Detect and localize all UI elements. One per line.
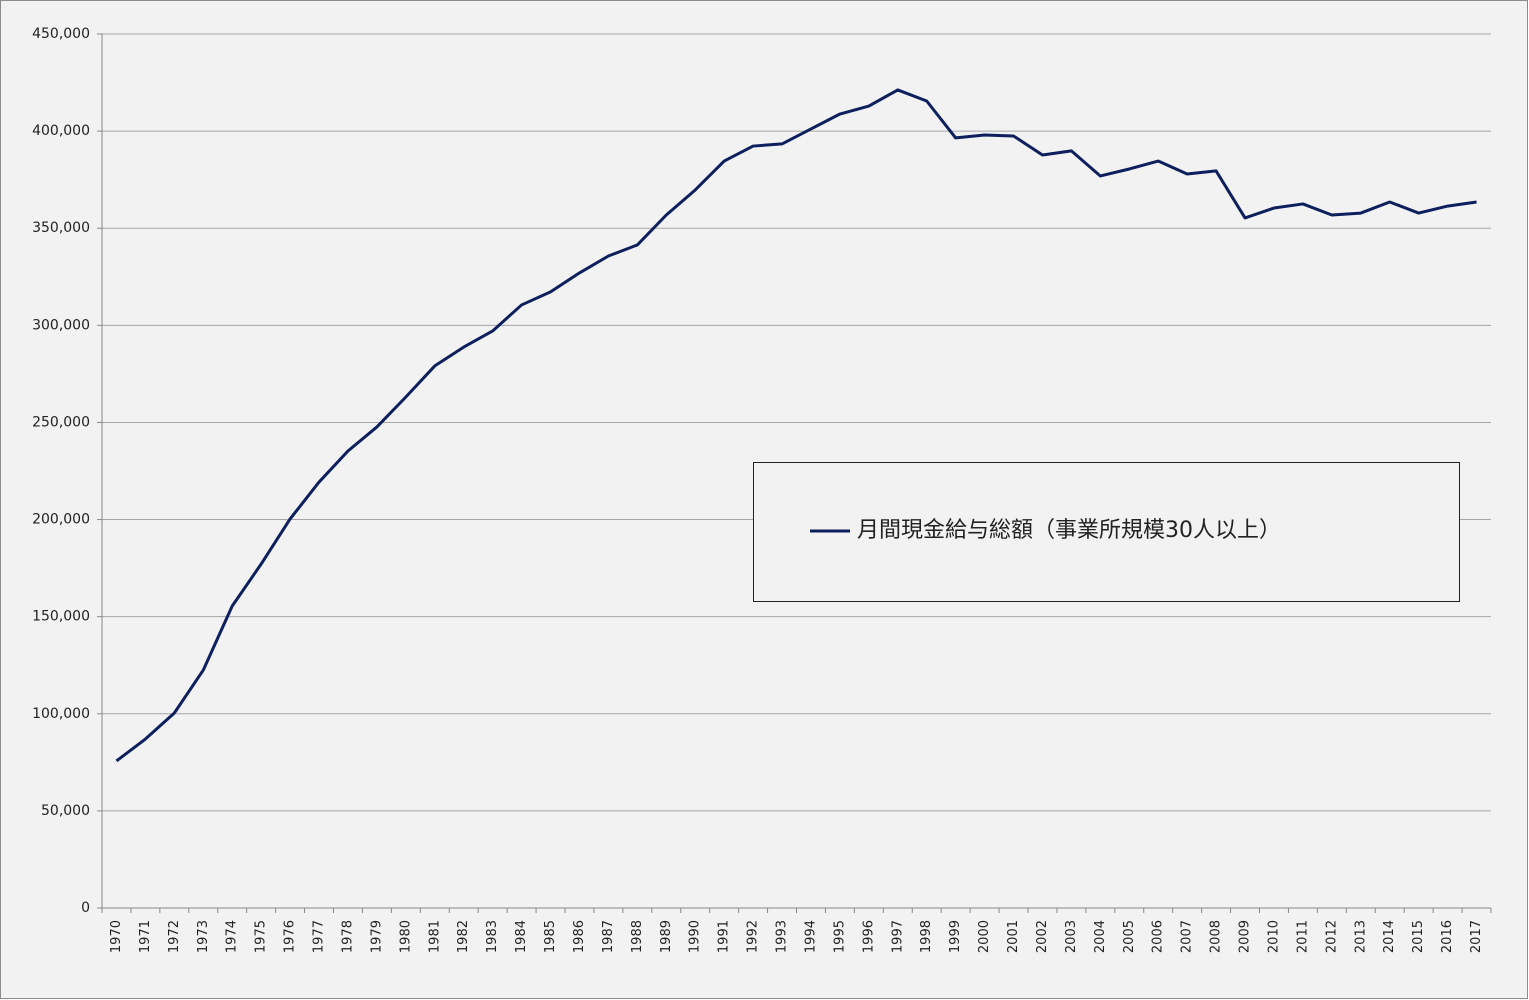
x-tick-label: 2004 xyxy=(1093,920,1108,953)
x-tick-label: 1974 xyxy=(225,920,240,953)
x-tick-label: 2000 xyxy=(977,920,992,953)
x-tick-label: 1986 xyxy=(572,920,587,953)
x-tick-label: 2009 xyxy=(1238,920,1253,953)
x-tick-label: 2011 xyxy=(1295,920,1310,953)
x-tick-label: 1970 xyxy=(109,920,124,953)
x-tick-label: 1999 xyxy=(948,920,963,953)
x-tick-label: 1983 xyxy=(485,920,500,953)
x-tick-label: 1984 xyxy=(514,920,529,953)
x-tick-label: 1991 xyxy=(717,920,732,953)
x-tick-label: 1996 xyxy=(861,920,876,953)
x-tick-label: 2013 xyxy=(1353,920,1368,953)
legend-box xyxy=(753,462,1460,602)
x-tick-label: 1981 xyxy=(427,920,442,953)
x-tick-label: 2015 xyxy=(1411,920,1426,953)
x-tick-label: 1977 xyxy=(312,920,327,953)
x-tick-label: 2010 xyxy=(1266,920,1281,953)
x-tick-label: 1982 xyxy=(456,920,471,953)
x-tick-label: 1978 xyxy=(340,920,355,953)
x-tick-label: 2016 xyxy=(1440,920,1455,953)
data-line xyxy=(115,88,1477,763)
y-tick-label: 100,000 xyxy=(32,706,90,722)
y-tick-label: 200,000 xyxy=(32,512,90,528)
x-tick-label: 2008 xyxy=(1209,920,1224,953)
x-tick-label: 1990 xyxy=(688,920,703,953)
x-tick-label: 1976 xyxy=(283,920,298,953)
y-tick-label: 0 xyxy=(81,900,90,916)
x-tick-label: 1987 xyxy=(601,920,616,953)
y-tick-label: 250,000 xyxy=(32,414,90,430)
x-tick-label: 2014 xyxy=(1382,920,1397,953)
x-tick-label: 2017 xyxy=(1469,920,1484,953)
x-tick-label: 1975 xyxy=(254,920,269,953)
x-tick-label: 1980 xyxy=(398,920,413,953)
x-tick-label: 1973 xyxy=(196,920,211,953)
x-tick-label: 2002 xyxy=(1035,920,1050,953)
x-tick-label: 1971 xyxy=(138,920,153,953)
x-tick-label: 1985 xyxy=(543,920,558,953)
x-tick-label: 2005 xyxy=(1122,920,1137,953)
x-tick-label: 1993 xyxy=(775,920,790,953)
x-tick-label: 1998 xyxy=(919,920,934,953)
x-tick-label: 1989 xyxy=(659,920,674,953)
x-tick-label: 1972 xyxy=(167,920,182,953)
x-tick-label: 2006 xyxy=(1151,920,1166,953)
y-tick-label: 450,000 xyxy=(32,26,90,42)
x-tick-label: 1992 xyxy=(746,920,761,953)
y-tick-label: 350,000 xyxy=(32,220,90,236)
x-tick-label: 1995 xyxy=(832,920,847,953)
y-tick-label: 300,000 xyxy=(32,317,90,333)
x-tick-label: 2012 xyxy=(1324,920,1339,953)
x-tick-label: 1994 xyxy=(803,920,818,953)
x-tick-label: 1997 xyxy=(890,920,905,953)
y-tick-label: 50,000 xyxy=(41,803,90,819)
y-tick-label: 400,000 xyxy=(32,123,90,139)
x-tick-label: 2003 xyxy=(1064,920,1079,953)
x-tick-label: 2001 xyxy=(1006,920,1021,953)
legend-label: 月間現金給与総額（事業所規模30人以上） xyxy=(857,518,1281,543)
x-tick-label: 1988 xyxy=(630,920,645,953)
x-tick-label: 2007 xyxy=(1180,920,1195,953)
plot-area: 0 50,000 100,000 150,000 200,000 250,000 300,0… xyxy=(32,26,1492,953)
x-tick-label: 1979 xyxy=(369,920,384,953)
y-tick-label: 150,000 xyxy=(32,609,90,625)
